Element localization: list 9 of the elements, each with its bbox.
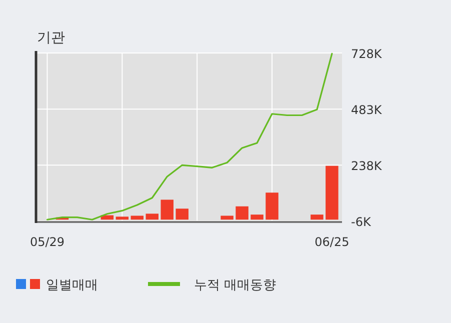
x-tick-label: 06/25 — [314, 235, 350, 249]
legend-label: 누적 매매동향 — [194, 278, 276, 293]
y-tick-label: 238K — [351, 159, 383, 174]
y-tick-label: -6K — [351, 215, 372, 229]
x-tick-label: 05/29 — [30, 235, 65, 249]
title: 기관 — [37, 30, 65, 46]
y-tick-label: 728K — [351, 47, 383, 61]
legend-label: 일별매매 — [46, 278, 98, 293]
y-tick-label: 483K — [351, 103, 383, 118]
